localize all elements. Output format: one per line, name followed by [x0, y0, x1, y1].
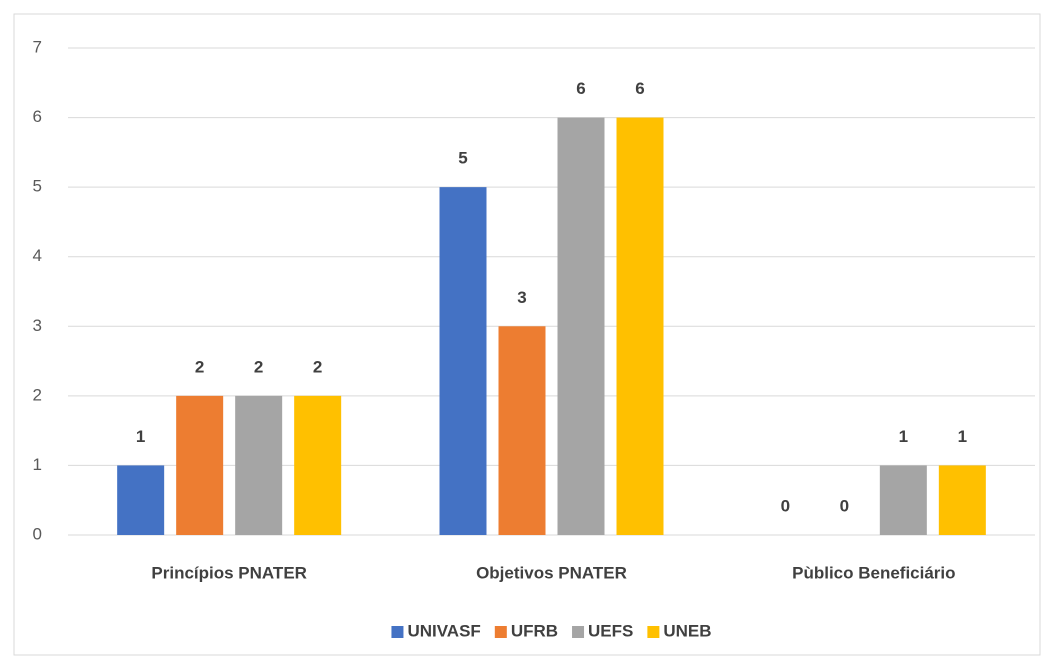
data-label: 0 — [781, 496, 790, 515]
legend-swatch — [391, 626, 404, 638]
data-label: 2 — [195, 357, 204, 376]
bar — [176, 395, 224, 535]
y-tick-label: 4 — [33, 246, 42, 265]
y-tick-label: 0 — [33, 524, 42, 543]
bar — [938, 465, 986, 535]
data-label: 5 — [458, 149, 467, 168]
y-tick-label: 1 — [33, 455, 42, 474]
data-label: 1 — [899, 427, 908, 446]
data-label: 6 — [635, 79, 644, 98]
y-tick-label: 5 — [33, 177, 42, 196]
legend-label: UEFS — [588, 621, 633, 640]
data-label: 2 — [313, 357, 322, 376]
bar — [557, 117, 605, 536]
legend-swatch — [647, 626, 660, 638]
bar — [294, 395, 342, 535]
legend-swatch — [572, 626, 585, 638]
bar — [498, 326, 546, 535]
data-label: 2 — [254, 357, 263, 376]
legend-swatch — [494, 626, 507, 638]
bar — [235, 395, 283, 535]
bar — [616, 117, 664, 536]
data-label: 1 — [136, 427, 145, 446]
legend-label: UFRB — [511, 621, 558, 640]
data-label: 6 — [576, 79, 585, 98]
x-tick-label: Princípios PNATER — [151, 563, 307, 582]
y-tick-label: 2 — [33, 385, 42, 404]
bar — [117, 465, 165, 535]
x-tick-label: Pùblico Beneficiário — [792, 563, 955, 582]
y-tick-label: 6 — [33, 107, 42, 126]
bar — [439, 187, 487, 535]
x-tick-label: Objetivos PNATER — [476, 563, 627, 582]
legend-label: UNEB — [663, 621, 711, 640]
data-label: 3 — [517, 288, 526, 307]
data-label: 0 — [840, 496, 849, 515]
bar — [879, 465, 927, 535]
y-tick-label: 3 — [33, 316, 42, 335]
legend-label: UNIVASF — [407, 621, 480, 640]
y-tick-label: 7 — [33, 37, 42, 56]
data-label: 1 — [958, 427, 967, 446]
